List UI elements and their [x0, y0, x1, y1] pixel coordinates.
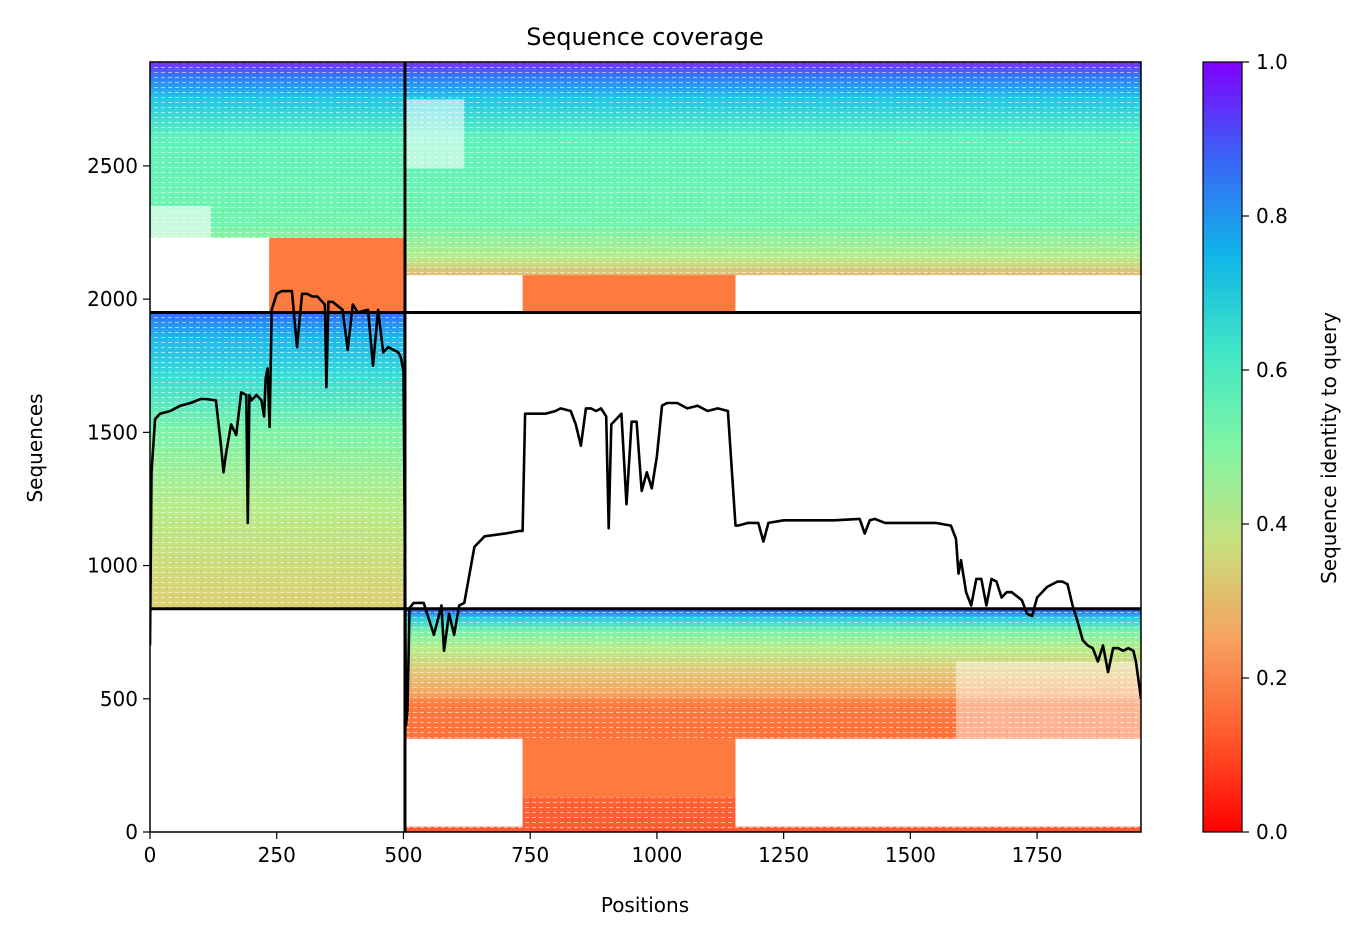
y-tick-label: 500 — [100, 687, 138, 711]
coverage-block-gaps-3 — [404, 62, 1141, 313]
x-tick-label: 1750 — [1012, 843, 1063, 867]
colorbar-tick-label: 0.4 — [1256, 512, 1288, 536]
gap-region — [404, 99, 465, 169]
colorbar — [1202, 61, 1243, 833]
x-tick-label: 0 — [144, 843, 157, 867]
low-identity-region-3 — [522, 275, 736, 313]
gap-region — [735, 738, 1141, 827]
colorbar-ticks: 0.0 0.2 0.4 0.6 0.8 1.0 — [1242, 50, 1288, 844]
gap-region — [404, 275, 523, 313]
colorbar-label: Sequence identity to query — [1317, 312, 1341, 584]
y-axis-ticks: 0 500 1000 1500 2000 2500 — [87, 154, 150, 844]
gap-region — [150, 205, 211, 238]
y-tick-label: 1000 — [87, 554, 138, 578]
x-tick-label: 1250 — [758, 843, 809, 867]
x-tick-label: 1000 — [631, 843, 682, 867]
x-tick-label: 750 — [511, 843, 549, 867]
colorbar-tick-label: 0.0 — [1256, 820, 1288, 844]
gap-region — [404, 738, 523, 827]
low-identity-region-4 — [522, 738, 736, 798]
colorbar-tick-label: 1.0 — [1256, 50, 1288, 74]
y-axis-label: Sequences — [23, 393, 47, 502]
x-axis-label: Positions — [601, 893, 689, 917]
gap-region — [955, 661, 1141, 739]
y-tick-label: 1500 — [87, 420, 138, 444]
coverage-line — [150, 289, 1141, 727]
y-tick-label: 2500 — [87, 154, 138, 178]
x-tick-label: 1500 — [885, 843, 936, 867]
coverage-line-group — [150, 289, 1141, 727]
y-tick-label: 0 — [125, 820, 138, 844]
x-axis-ticks: 0 250 500 750 1000 1250 1500 1750 — [144, 832, 1063, 867]
y-tick-label: 2000 — [87, 287, 138, 311]
coverage-heatmap — [150, 62, 1141, 832]
low-identity-region-2 — [269, 237, 405, 313]
chart-title: Sequence coverage — [526, 23, 763, 51]
plot-frame — [149, 61, 1142, 833]
gap-region — [735, 275, 1141, 313]
coverage-block-gaps-1 — [150, 312, 405, 609]
chain-boundaries — [150, 62, 1141, 832]
gap-region — [150, 237, 270, 313]
colorbar-tick-label: 0.2 — [1256, 666, 1288, 690]
x-tick-label: 250 — [258, 843, 296, 867]
colorbar-tick-label: 0.6 — [1256, 358, 1288, 382]
colorbar-tick-label: 0.8 — [1256, 204, 1288, 228]
x-tick-label: 500 — [384, 843, 422, 867]
